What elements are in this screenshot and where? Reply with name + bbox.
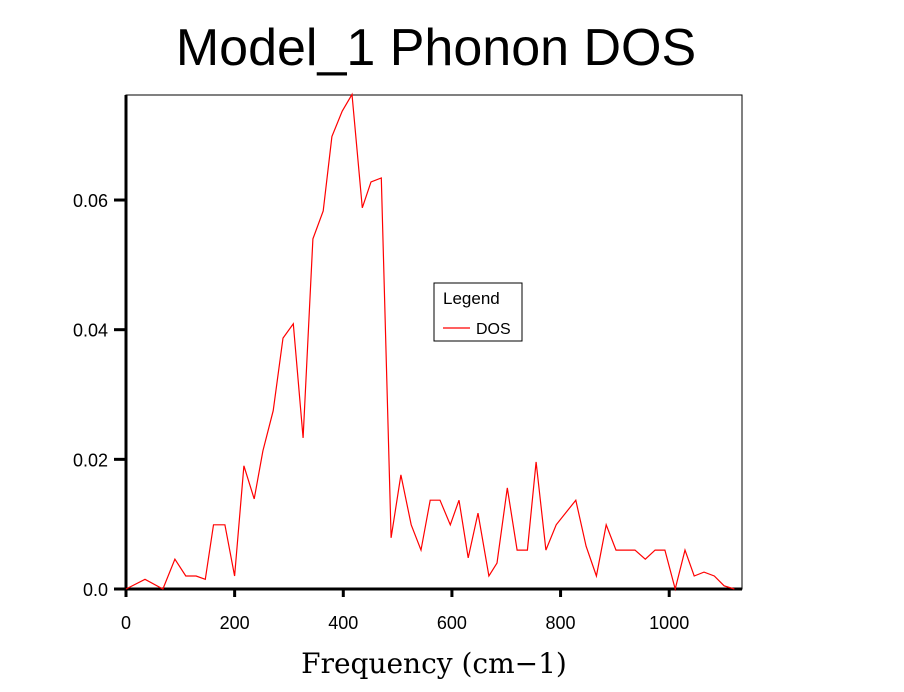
x-tick-label: 200	[220, 613, 250, 633]
y-tick-label: 0.06	[73, 191, 108, 211]
y-tick-label: 0.04	[73, 321, 108, 341]
plot-area	[125, 94, 743, 590]
chart-title: Model_1 Phonon DOS	[176, 19, 696, 77]
x-tick-label: 1000	[649, 613, 689, 633]
y-tick-label: 0.02	[73, 450, 108, 470]
x-tick-label: 600	[437, 613, 467, 633]
x-tick-label: 400	[328, 613, 358, 633]
x-tick-label: 0	[121, 613, 131, 633]
x-tick-label: 800	[546, 613, 576, 633]
y-tick-label: 0.0	[83, 580, 108, 600]
series-line-dos	[125, 92, 735, 592]
legend-title: Legend	[443, 289, 500, 308]
x-axis-label: Frequency (cm−1)	[301, 647, 567, 680]
legend: Legend DOS	[433, 282, 523, 342]
legend-entry-dos: DOS	[476, 321, 511, 338]
